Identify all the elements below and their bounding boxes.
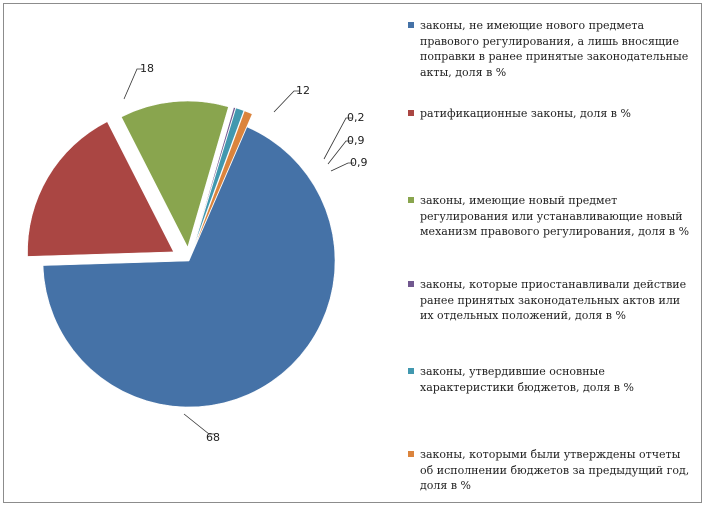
legend-swatch-1: [408, 22, 414, 28]
leader-line-5: [327, 140, 352, 165]
chart-area: 68 18 12 0,2 0,9 0,9 законы, не имеющие новог…: [3, 3, 702, 503]
pie-slice-4: [192, 107, 236, 248]
leader-line-4: [323, 117, 352, 160]
leader-line-2: [123, 68, 143, 100]
pie-slice-3: [121, 100, 229, 248]
pie-slice-6: [193, 110, 253, 249]
pie-slice-1: [42, 126, 336, 408]
legend-label-6: законы, которыми были утверждены отчеты …: [420, 448, 690, 493]
legend-label-2: ратификационные законы, доля в %: [420, 107, 631, 120]
legend-swatch-6: [408, 451, 414, 457]
legend-swatch-5: [408, 368, 414, 374]
leader-line-3: [273, 90, 300, 113]
pie-slice-5: [193, 107, 245, 248]
data-label-6: 0,9: [350, 156, 368, 169]
legend-label-5: законы, утвердившие основные характерист…: [420, 365, 634, 394]
legend-label-1: законы, не имеющие нового предмета право…: [420, 19, 689, 79]
legend-swatch-3: [408, 197, 414, 203]
data-label-2: 18: [140, 62, 154, 75]
legend-label-3: законы, имеющие новый предмет регулирова…: [420, 194, 690, 239]
legend-swatch-4: [408, 281, 414, 287]
data-label-5: 0,9: [347, 134, 365, 147]
leader-line-6: [330, 162, 354, 172]
leader-line-1: [183, 413, 215, 435]
pie-chart: 68 18 12 0,2 0,9 0,9: [27, 62, 368, 444]
legend-swatch-2: [408, 110, 414, 116]
data-label-4: 0,2: [347, 111, 365, 124]
legend-label-4: законы, которые приостанавливали действи…: [420, 278, 687, 323]
data-label-3: 12: [296, 84, 310, 97]
pie-slice-2: [27, 121, 174, 257]
data-label-1: 68: [206, 431, 220, 444]
